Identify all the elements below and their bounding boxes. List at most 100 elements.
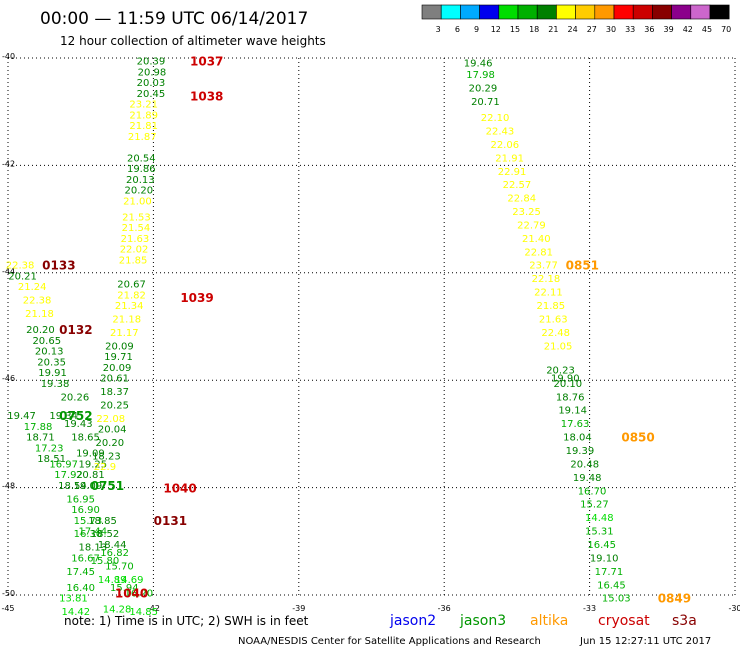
wave-height-value-jason3: 20.21 <box>8 271 37 282</box>
scale-swatch <box>690 4 711 20</box>
wave-height-value-altika: 23.21 <box>129 100 158 111</box>
wave-height-value-jason3: 16.67 <box>71 553 100 564</box>
pass-labels: 1037 1038 1039 1040 1040 0133 0132 0131 0752 0751… <box>42 55 691 606</box>
wave-height-value-jason3: 20.09 <box>105 341 134 352</box>
axis-tick-labels: -40 -42 -44 -46 -48 -50 -45 -42 -39 -36 -33 -30 <box>1 52 740 613</box>
wave-height-value-altika: 21.17 <box>110 328 139 339</box>
wave-height-value-altika: 22.11 <box>534 288 563 299</box>
wave-height-value-altika: 23.77 <box>529 261 558 272</box>
wave-height-value-jason3: 16.95 <box>66 494 95 505</box>
y-tick-label: -40 <box>2 52 15 61</box>
wave-height-value-altika: 22.79 <box>517 220 546 231</box>
wave-height-value-jason3: 18.23 <box>92 451 121 462</box>
scale-label: 42 <box>683 25 693 34</box>
wave-height-value-altika: 21.63 <box>539 314 568 325</box>
wave-height-value-altika: 21.91 <box>495 153 524 164</box>
wave-height-value-jason3: 17.23 <box>35 443 64 454</box>
legend-s3a: s3a <box>672 613 697 629</box>
wave-height-value-jason3: 19.71 <box>104 352 133 363</box>
wave-height-value-jason3: 20.20 <box>125 186 154 197</box>
pass-label-cryosat: 1038 <box>190 90 223 104</box>
pass-label-cryosat: 1039 <box>180 291 213 305</box>
wave-height-value-altika: 22.91 <box>498 167 527 178</box>
wave-height-value-jason3: 15.31 <box>585 527 614 538</box>
wave-height-value-jason3: 17.45 <box>66 567 95 578</box>
y-tick-label: -48 <box>2 482 15 491</box>
wave-height-value-altika: 21.54 <box>122 223 151 234</box>
wave-height-value-altika: 21.81 <box>129 121 158 132</box>
legend-altika: altika <box>530 613 568 629</box>
pass-label-altika: 0850 <box>621 431 654 445</box>
wave-height-value-jason3: 19.91 <box>38 368 67 379</box>
x-tick-label: -42 <box>147 604 160 613</box>
pass-label-s3a: 0131 <box>154 514 187 528</box>
scale-swatch <box>498 4 519 20</box>
wave-height-value-jason3: 20.13 <box>126 175 155 186</box>
wave-height-value-altika: 21.34 <box>115 301 144 312</box>
wave-height-value-altika: 21.24 <box>18 282 47 293</box>
wave-height-value-jason3: 16.40 <box>66 583 95 594</box>
wave-height-value-jason3: 20.29 <box>469 84 498 95</box>
wave-height-value-jason3: 18.04 <box>563 433 592 444</box>
scale-label: 27 <box>587 25 597 34</box>
y-tick-label: -50 <box>2 589 15 598</box>
pass-label-jason3: 0752 <box>59 409 92 423</box>
wave-height-value-jason3: 18.37 <box>100 387 129 398</box>
wave-height-value-altika: 21.82 <box>117 290 146 301</box>
wave-height-value-altika: 22.43 <box>486 126 515 137</box>
wave-height-value-jason3: 20.71 <box>471 97 500 108</box>
satellite-legend: jason2 jason3 altika cryosat s3a <box>389 613 697 629</box>
wave-height-value-jason3: 19.48 <box>573 473 602 484</box>
wave-height-value-jason3: 17.44 <box>78 527 107 538</box>
wave-height-value-jason3: 19.46 <box>464 58 493 69</box>
scale-swatch <box>421 4 442 20</box>
wave-height-value-jason3: 20.67 <box>117 280 146 291</box>
x-tick-label: -30 <box>728 604 740 613</box>
wave-height-value-jason3: 20.25 <box>100 400 129 411</box>
wave-height-value-jason3: 18.52 <box>91 529 120 540</box>
footnote: note: 1) Time is in UTC; 2) SWH is in fe… <box>64 614 309 628</box>
wave-height-value-jason3: 20.04 <box>98 425 127 436</box>
wave-height-value-altika: 23.25 <box>512 207 541 218</box>
wave-height-value-jason3: 20.48 <box>570 459 599 470</box>
wave-height-value-jason3: 20.20 <box>26 325 55 336</box>
wave-height-value-altika: 21.85 <box>119 255 148 266</box>
wave-height-value-altika: 14.89 <box>98 575 127 586</box>
wave-height-value-altika: 14.28 <box>103 604 132 615</box>
wave-height-value-altika: 14.69 <box>115 575 144 586</box>
x-tick-label: -36 <box>438 604 451 613</box>
pass-label-s3a: 0132 <box>59 323 92 337</box>
wave-height-value-altika: 22.48 <box>541 328 570 339</box>
scale-swatch <box>460 4 480 20</box>
wave-height-value-altika: 22.84 <box>507 194 536 205</box>
grid-lines <box>7 57 736 596</box>
pass-label-altika: 0849 <box>658 592 691 606</box>
timestamp: Jun 15 12:27:11 UTC 2017 <box>579 636 711 647</box>
wave-height-value-jason3: 17.92 <box>54 470 83 481</box>
wave-height-value-altika: 21.87 <box>128 132 157 143</box>
pass-label-jason3: 0751 <box>91 479 124 493</box>
wave-height-value-jason3: 19.43 <box>64 419 93 430</box>
wave-height-value-jason3: 18.76 <box>556 392 585 403</box>
wave-height-value-jason3: 15.03 <box>602 594 631 605</box>
wave-height-value-jason3: 16.70 <box>578 486 607 497</box>
scale-label: 15 <box>510 25 520 34</box>
scale-swatch <box>479 4 500 20</box>
pass-label-cryosat: 1040 <box>115 586 148 600</box>
pass-label-s3a: 0133 <box>42 259 75 273</box>
wave-height-value-jason3: 15.73 <box>74 516 103 527</box>
scale-label: 9 <box>474 25 479 34</box>
legend-jason2: jason2 <box>389 613 436 629</box>
wave-height-value-jason3: 16.20 <box>125 588 154 599</box>
wave-height-value-jason3: 19.09 <box>76 449 105 460</box>
wave-height-value-jason3: 16.90 <box>71 505 100 516</box>
wave-height-value-altika: 21.18 <box>25 309 54 320</box>
wave-height-value-jason3: 15.94 <box>110 583 139 594</box>
wave-height-value-jason3: 20.35 <box>37 357 66 368</box>
x-tick-label: -39 <box>292 604 305 613</box>
wave-height-value-jason3: 15.70 <box>105 561 134 572</box>
y-tick-label: -44 <box>2 267 15 276</box>
legend-jason3: jason3 <box>459 613 506 629</box>
scale-label: 21 <box>548 25 558 34</box>
